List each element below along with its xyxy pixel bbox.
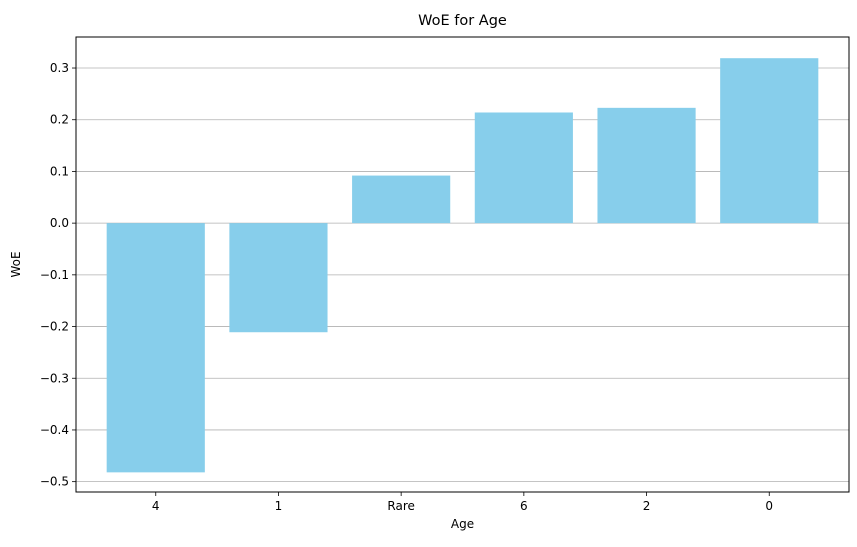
y-axis-label: WoE <box>9 251 23 277</box>
chart-title: WoE for Age <box>418 13 507 29</box>
bar-rare <box>352 175 451 224</box>
y-tick-label: 0.3 <box>50 61 69 75</box>
y-tick-label: −0.2 <box>40 320 69 334</box>
bars <box>106 58 819 473</box>
y-tick-label: −0.4 <box>40 423 69 437</box>
bar-0 <box>720 58 819 224</box>
x-tick-label: 0 <box>765 499 773 513</box>
y-tick-label: 0.2 <box>50 113 69 127</box>
bar-2 <box>597 107 696 224</box>
x-tick-label: 1 <box>275 499 283 513</box>
y-tick-label: −0.1 <box>40 268 69 282</box>
x-tick-label: Rare <box>387 499 414 513</box>
y-tick-label: 0.1 <box>50 164 69 178</box>
y-tick-label: −0.5 <box>40 475 69 489</box>
x-tick-label: 4 <box>152 499 160 513</box>
y-axis-ticks: −0.5 −0.4 −0.3 −0.2 −0.1 0.0 0.1 0.2 0.3 <box>40 61 76 489</box>
plot-frame <box>75 36 850 493</box>
x-tick-label: 2 <box>643 499 651 513</box>
y-tick-label: −0.3 <box>40 371 69 385</box>
y-tick-label: 0.0 <box>50 216 69 230</box>
x-axis-label: Age <box>451 517 474 531</box>
x-tick-label: 6 <box>520 499 528 513</box>
bar-1 <box>229 223 328 333</box>
x-axis-ticks: 4 1 Rare 6 2 0 <box>152 492 773 513</box>
bar-6 <box>474 112 573 224</box>
bar-4 <box>106 223 205 473</box>
